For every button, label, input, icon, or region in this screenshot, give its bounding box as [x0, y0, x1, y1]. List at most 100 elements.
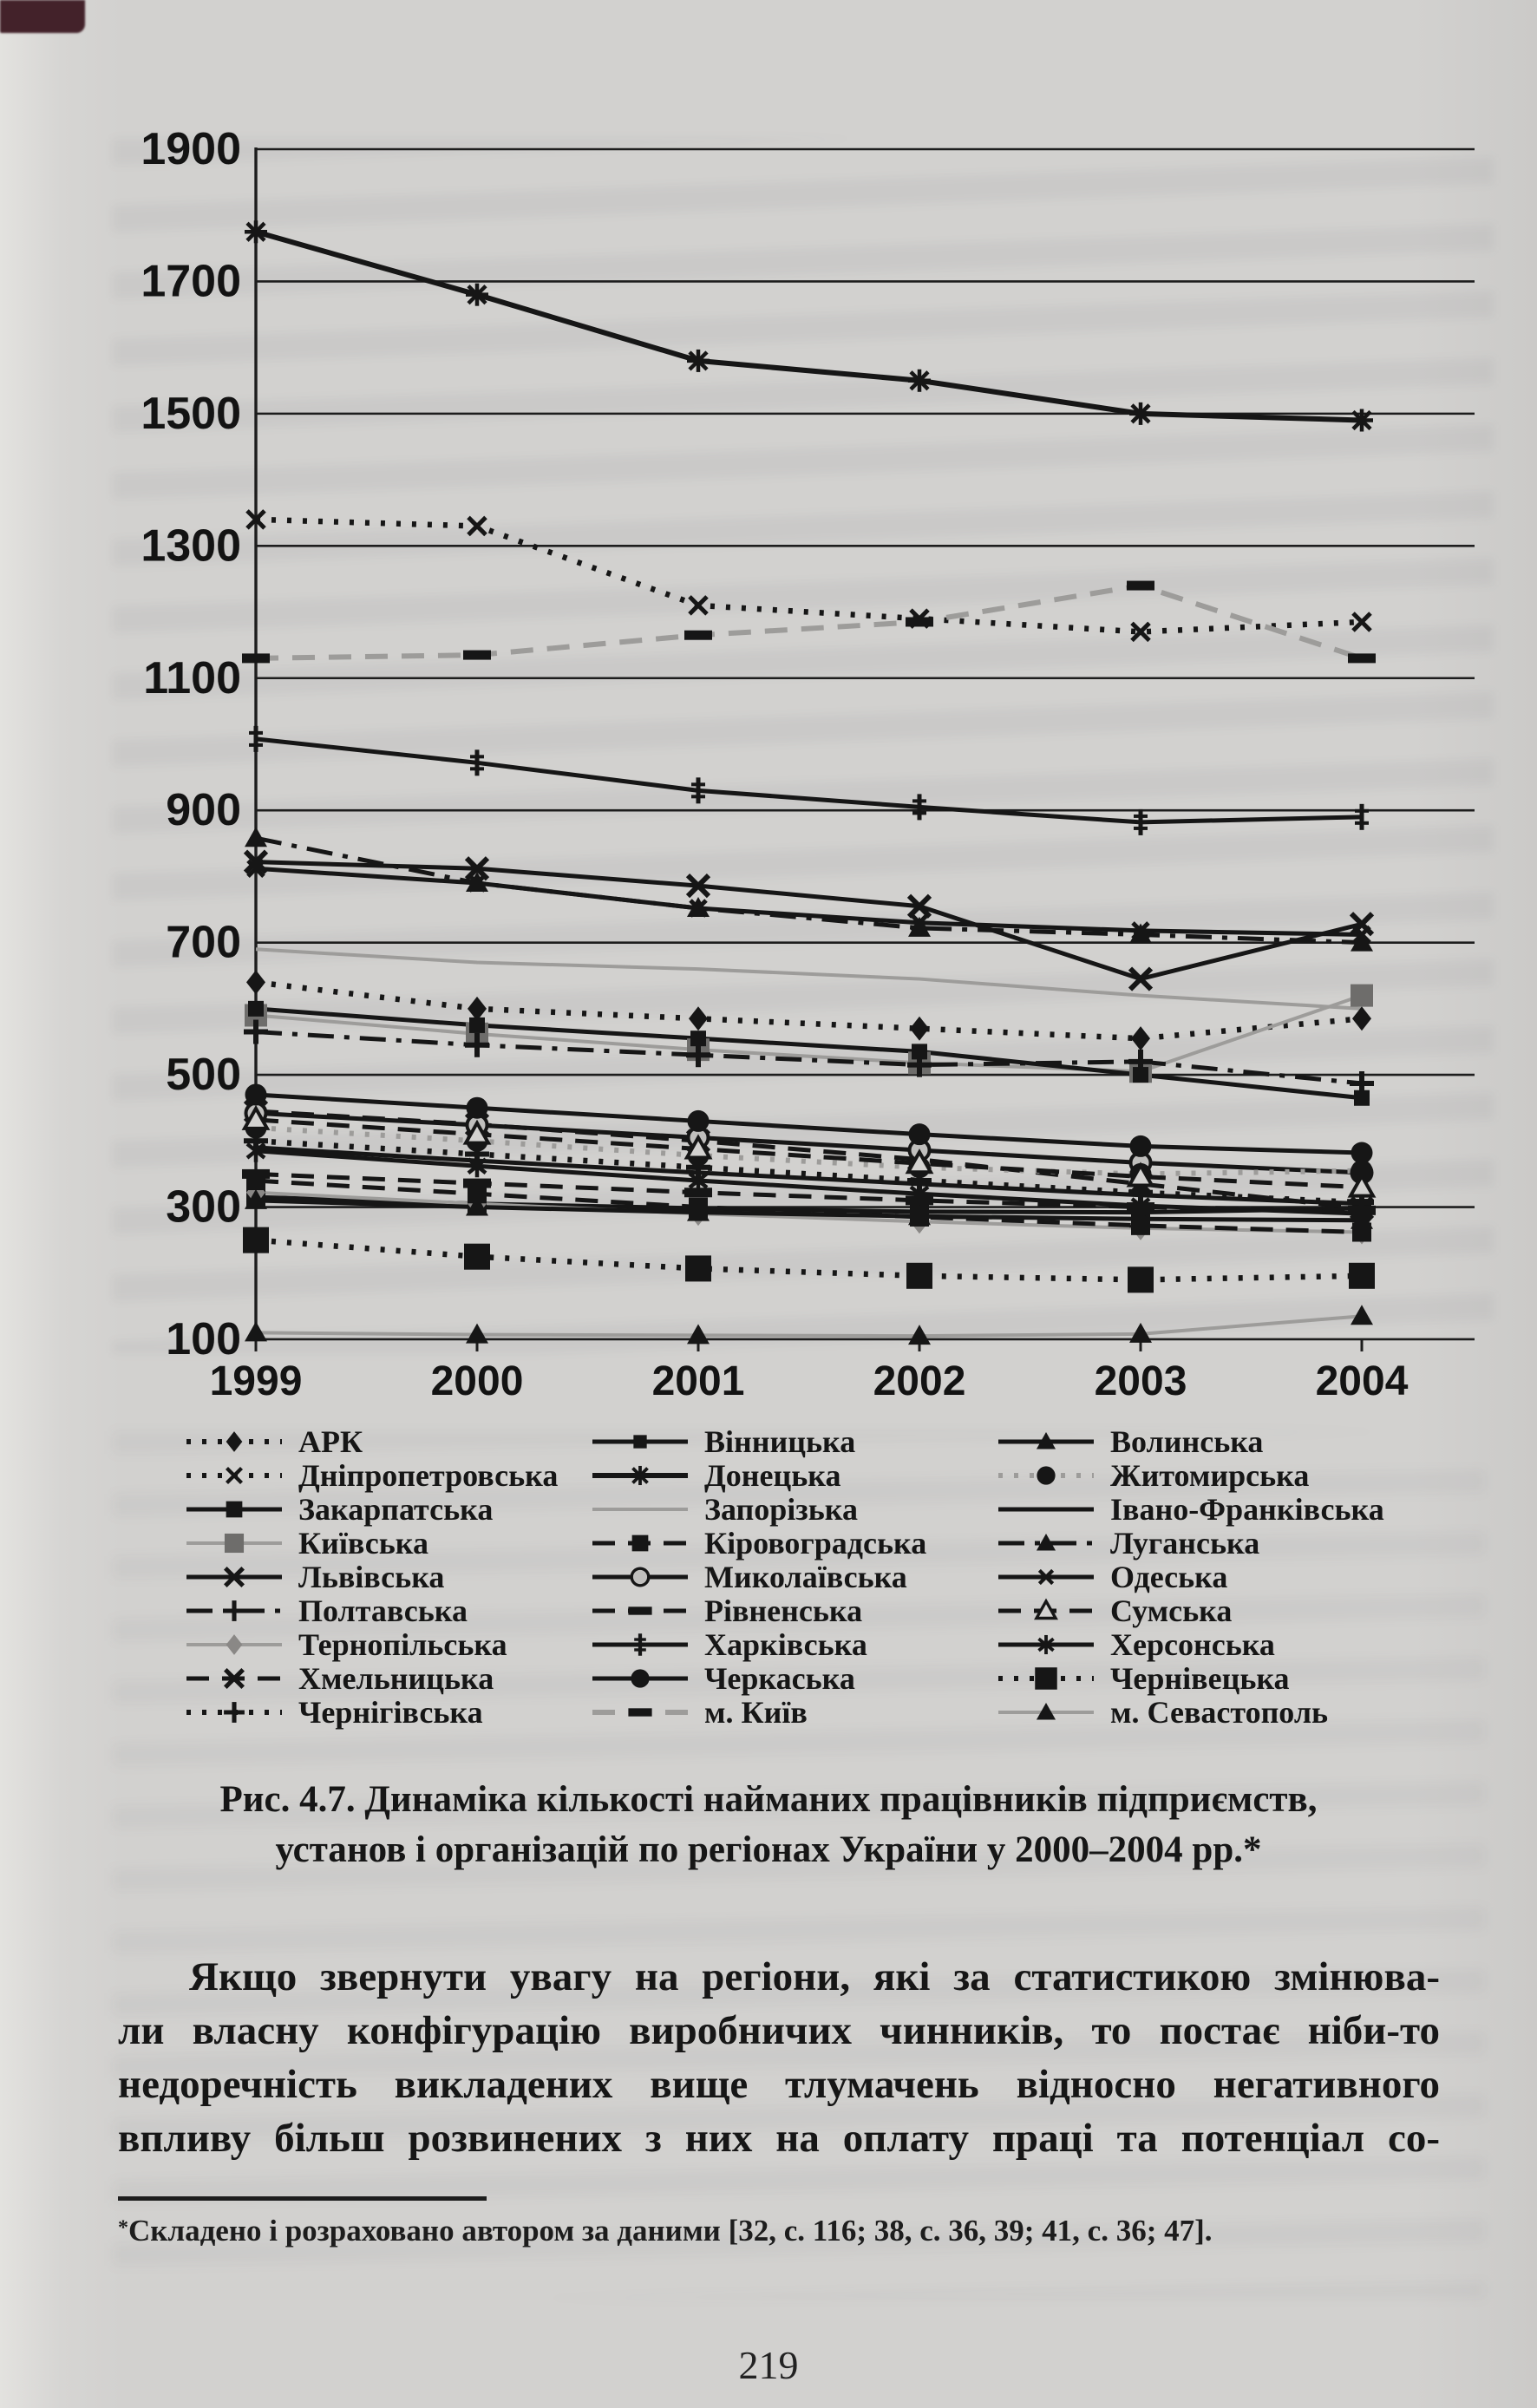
series-markers	[244, 1019, 1374, 1096]
legend-label: Кіровоградська	[704, 1525, 927, 1561]
legend-label: Черкаська	[704, 1660, 855, 1696]
y-axis-label: 100	[166, 1314, 241, 1364]
legend-label: Івано-Франківська	[1110, 1491, 1384, 1527]
legend-square-small-icon	[592, 1434, 688, 1449]
legend-item: Полтавська	[184, 1593, 558, 1628]
legend-item: Чернігівська	[184, 1695, 558, 1730]
legend-label: Запорізька	[704, 1491, 858, 1527]
legend-line-icon	[592, 1507, 688, 1511]
x-axis-label: 2004	[1316, 1358, 1409, 1404]
legend-item: Вінницька	[590, 1423, 926, 1459]
series-line	[255, 516, 1363, 635]
legend-item: Волинська	[996, 1423, 1384, 1459]
series-markers	[246, 970, 1371, 1051]
legend-item: Рівненська	[590, 1593, 926, 1628]
legend-label: Житомирська	[1110, 1457, 1310, 1493]
legend-item: Кіровоградська	[590, 1525, 927, 1561]
legend-circle-icon	[998, 1465, 1094, 1485]
legend-square-gray-icon	[186, 1533, 282, 1553]
legend-label: Луганська	[1110, 1525, 1260, 1561]
series-line	[255, 866, 1363, 937]
series-line	[255, 1178, 1363, 1234]
legend-label: Харківська	[704, 1626, 867, 1662]
series-line	[255, 835, 1363, 946]
series-markers	[249, 725, 1369, 835]
legend-hrect-icon	[592, 1707, 688, 1717]
y-axis-label: 500	[166, 1050, 241, 1100]
series-line	[255, 1030, 1363, 1086]
series-line	[255, 1138, 1363, 1206]
legend-item: Київська	[184, 1525, 558, 1561]
legend-column: Волинська Житомирська Івано-Франківська Луг…	[996, 1423, 1384, 1730]
legend-diamond-gray-icon	[186, 1633, 282, 1655]
page-number: 219	[738, 2343, 799, 2387]
series-line	[255, 860, 1363, 982]
legend-item: Одеська	[996, 1560, 1384, 1594]
legend-circle-open-icon	[592, 1567, 688, 1587]
x-axis-label: 2001	[652, 1358, 745, 1404]
body-paragraph: Якщо звернути увагу на регіони, які за с…	[118, 1950, 1440, 2165]
legend-label: Львівська	[298, 1559, 445, 1594]
series-markers	[245, 1139, 1372, 1226]
series-markers	[248, 1000, 1370, 1106]
series-markers	[242, 580, 1376, 664]
figure-caption-line-1: Рис. 4.7. Динаміка кількості найманих пр…	[219, 1779, 1318, 1820]
legend-label: Дніпропетровська	[298, 1457, 559, 1493]
legend-item: Сумська	[996, 1593, 1384, 1628]
series-line	[255, 1006, 1363, 1101]
legend-label: Хмельницька	[298, 1660, 494, 1696]
series-line	[255, 993, 1363, 1074]
legend-diamond-icon	[186, 1430, 282, 1452]
legend-item: м. Київ	[590, 1695, 926, 1730]
legend-X-icon	[186, 1667, 282, 1689]
legend-plus-icon	[186, 1600, 282, 1621]
legend-label: Чернівецька	[1110, 1660, 1290, 1696]
body-text-line: впливу більш розвинених з них на оплату …	[118, 2116, 1440, 2161]
series-markers	[245, 1188, 1373, 1229]
series-line	[255, 1190, 1363, 1234]
footnote-text: Складено і розраховано автором за даними…	[128, 2214, 1213, 2248]
legend-x-small-icon	[998, 1568, 1094, 1585]
legend-triangle-open-icon	[998, 1597, 1094, 1620]
legend-square-icon	[186, 1501, 282, 1517]
legend-item: Херсонська	[996, 1626, 1384, 1662]
legend-label: Тернопільська	[298, 1626, 507, 1662]
legend-label: Полтавська	[298, 1593, 468, 1628]
legend-item: Чернівецька	[996, 1660, 1384, 1696]
legend-label: Сумська	[1110, 1593, 1233, 1628]
legend-item: Запорізька	[590, 1491, 926, 1527]
legend-item: Закарпатська	[184, 1492, 558, 1527]
footnote-separator	[118, 2196, 487, 2201]
y-axis-label: 1100	[143, 653, 241, 703]
body-text-line: Якщо звернути увагу на регіони, які за с…	[189, 1954, 1440, 1999]
legend-triangle-icon	[998, 1431, 1094, 1449]
series-markers	[246, 859, 1371, 945]
legend-triangle-icon	[998, 1533, 1094, 1550]
series-line	[255, 1145, 1363, 1207]
legend-label: м. Севастополь	[1110, 1694, 1329, 1730]
series-line	[255, 1110, 1363, 1175]
legend-item: Черкаська	[590, 1660, 926, 1696]
legend-plus-icon	[186, 1701, 282, 1723]
footnote: *Складено і розраховано автором за даним…	[118, 2214, 1440, 2248]
chart-legend: АРК Дніпропетровська Закарпатська Київська Л…	[0, 1424, 1537, 1737]
footnote-marker: *	[118, 2216, 128, 2240]
legend-circle-icon	[592, 1668, 688, 1688]
legend-hrect-icon	[592, 1606, 688, 1615]
series-line	[255, 1092, 1363, 1155]
legend-label: Київська	[298, 1525, 428, 1561]
legend-label: Херсонська	[1110, 1626, 1275, 1662]
series-line	[255, 1125, 1363, 1177]
series-markers	[241, 1104, 1377, 1198]
legend-label: Волинська	[1110, 1423, 1264, 1459]
y-axis-label: 1700	[141, 256, 241, 306]
legend-label: АРК	[298, 1423, 363, 1459]
series-line	[255, 736, 1363, 825]
series-line	[255, 1148, 1363, 1216]
legend-label: Вінницька	[704, 1423, 856, 1459]
legend-star8-icon	[592, 1465, 688, 1485]
legend-line-icon	[998, 1507, 1094, 1511]
series-markers	[245, 220, 1373, 432]
